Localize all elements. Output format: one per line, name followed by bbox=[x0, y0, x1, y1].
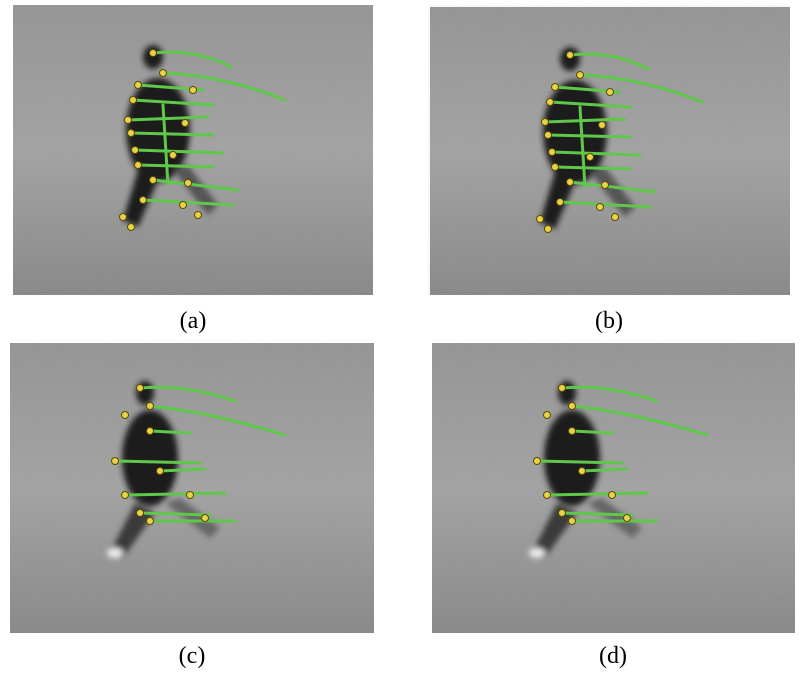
figure: (a) (b) (c) (d) (() => { const data = JS… bbox=[0, 0, 805, 673]
image-panel bbox=[10, 343, 374, 633]
caption: (c) bbox=[152, 643, 232, 670]
image-panel bbox=[13, 5, 373, 295]
caption: (d) bbox=[573, 643, 653, 670]
image-panel bbox=[432, 343, 795, 633]
caption: (b) bbox=[569, 308, 649, 335]
image-panel bbox=[428, 5, 790, 295]
caption: (a) bbox=[153, 308, 233, 335]
